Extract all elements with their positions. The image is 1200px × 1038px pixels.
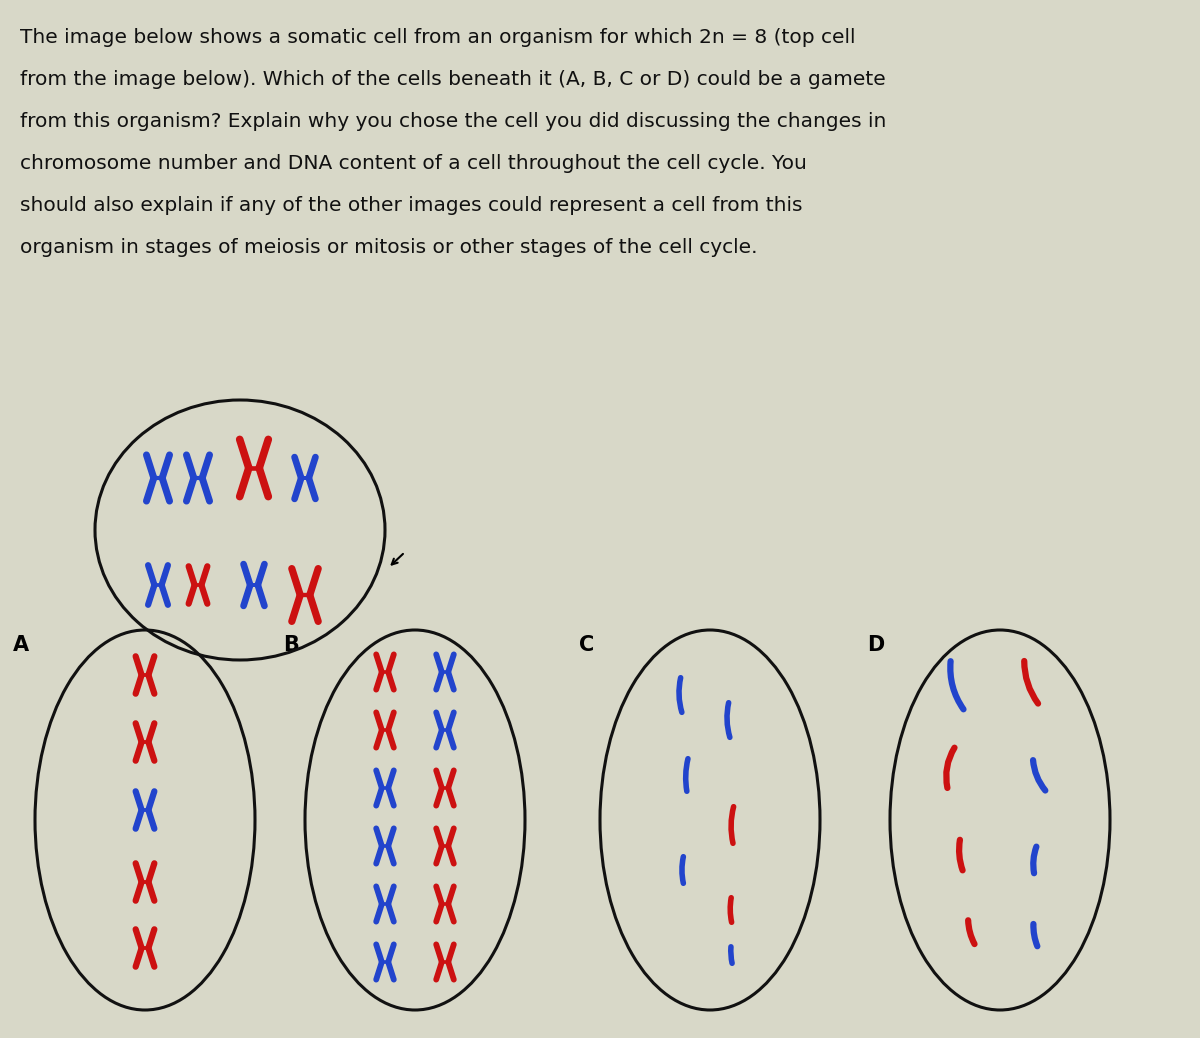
Text: A: A [13, 635, 29, 655]
Text: from this organism? Explain why you chose the cell you did discussing the change: from this organism? Explain why you chos… [20, 112, 887, 131]
Text: B: B [283, 635, 299, 655]
Text: chromosome number and DNA content of a cell throughout the cell cycle. You: chromosome number and DNA content of a c… [20, 154, 806, 173]
Text: The image below shows a somatic cell from an organism for which 2n = 8 (top cell: The image below shows a somatic cell fro… [20, 28, 856, 47]
Text: D: D [866, 635, 884, 655]
Text: organism in stages of meiosis or mitosis or other stages of the cell cycle.: organism in stages of meiosis or mitosis… [20, 238, 757, 257]
Text: C: C [578, 635, 594, 655]
Text: from the image below). Which of the cells beneath it (A, B, C or D) could be a g: from the image below). Which of the cell… [20, 70, 886, 89]
Text: should also explain if any of the other images could represent a cell from this: should also explain if any of the other … [20, 196, 803, 215]
